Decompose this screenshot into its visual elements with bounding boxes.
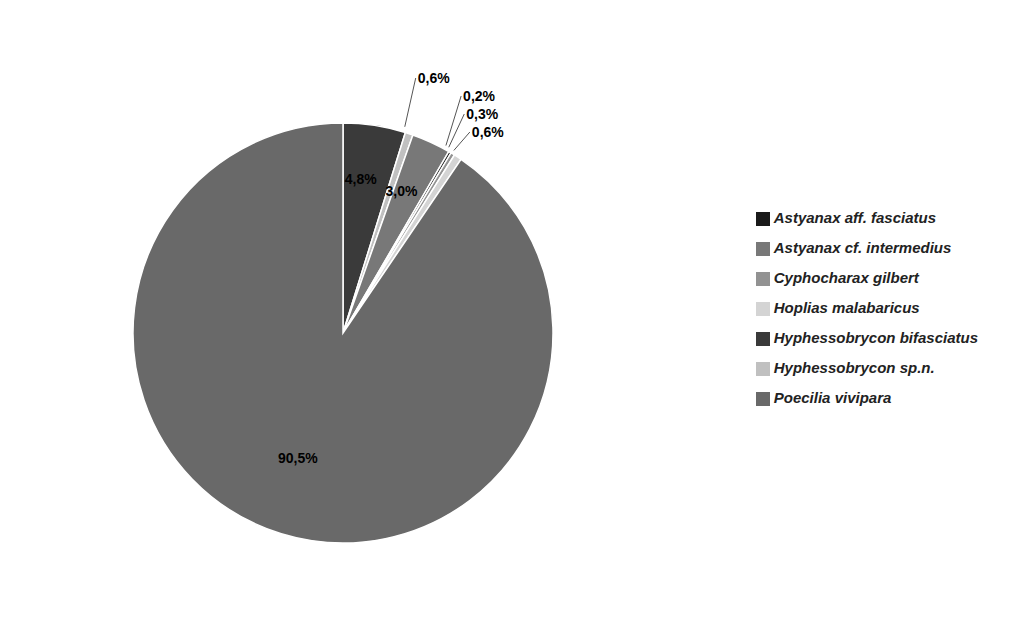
html-text:Hyphessobrycon sp.n.: Hyphessobrycon sp.n. bbox=[773, 359, 935, 376]
svg-text:3,0%: 3,0% bbox=[386, 183, 418, 199]
svg-text:0,6%: 0,6% bbox=[472, 124, 504, 140]
html-text:Hoplias malabaricus: Hoplias malabaricus bbox=[773, 299, 920, 316]
html-text:Poecilia vivipara: Poecilia vivipara bbox=[773, 389, 892, 406]
svg-text:0,2%: 0,2% bbox=[463, 88, 495, 104]
svg-text:4,8%: 4,8% bbox=[345, 171, 377, 187]
html-text:Hyphessobrycon bifasciatus: Hyphessobrycon bifasciatus bbox=[773, 329, 978, 346]
svg-text:90,5%: 90,5% bbox=[278, 450, 318, 466]
svg-text:0,6%: 0,6% bbox=[418, 70, 450, 86]
html-text:Cyphocharax gilbert: Cyphocharax gilbert bbox=[773, 269, 919, 286]
html-text:Astyanax aff. fasciatus: Astyanax aff. fasciatus bbox=[773, 209, 937, 226]
html-text:Astyanax cf. intermedius: Astyanax cf. intermedius bbox=[773, 239, 952, 256]
svg-text:0,3%: 0,3% bbox=[466, 106, 498, 122]
